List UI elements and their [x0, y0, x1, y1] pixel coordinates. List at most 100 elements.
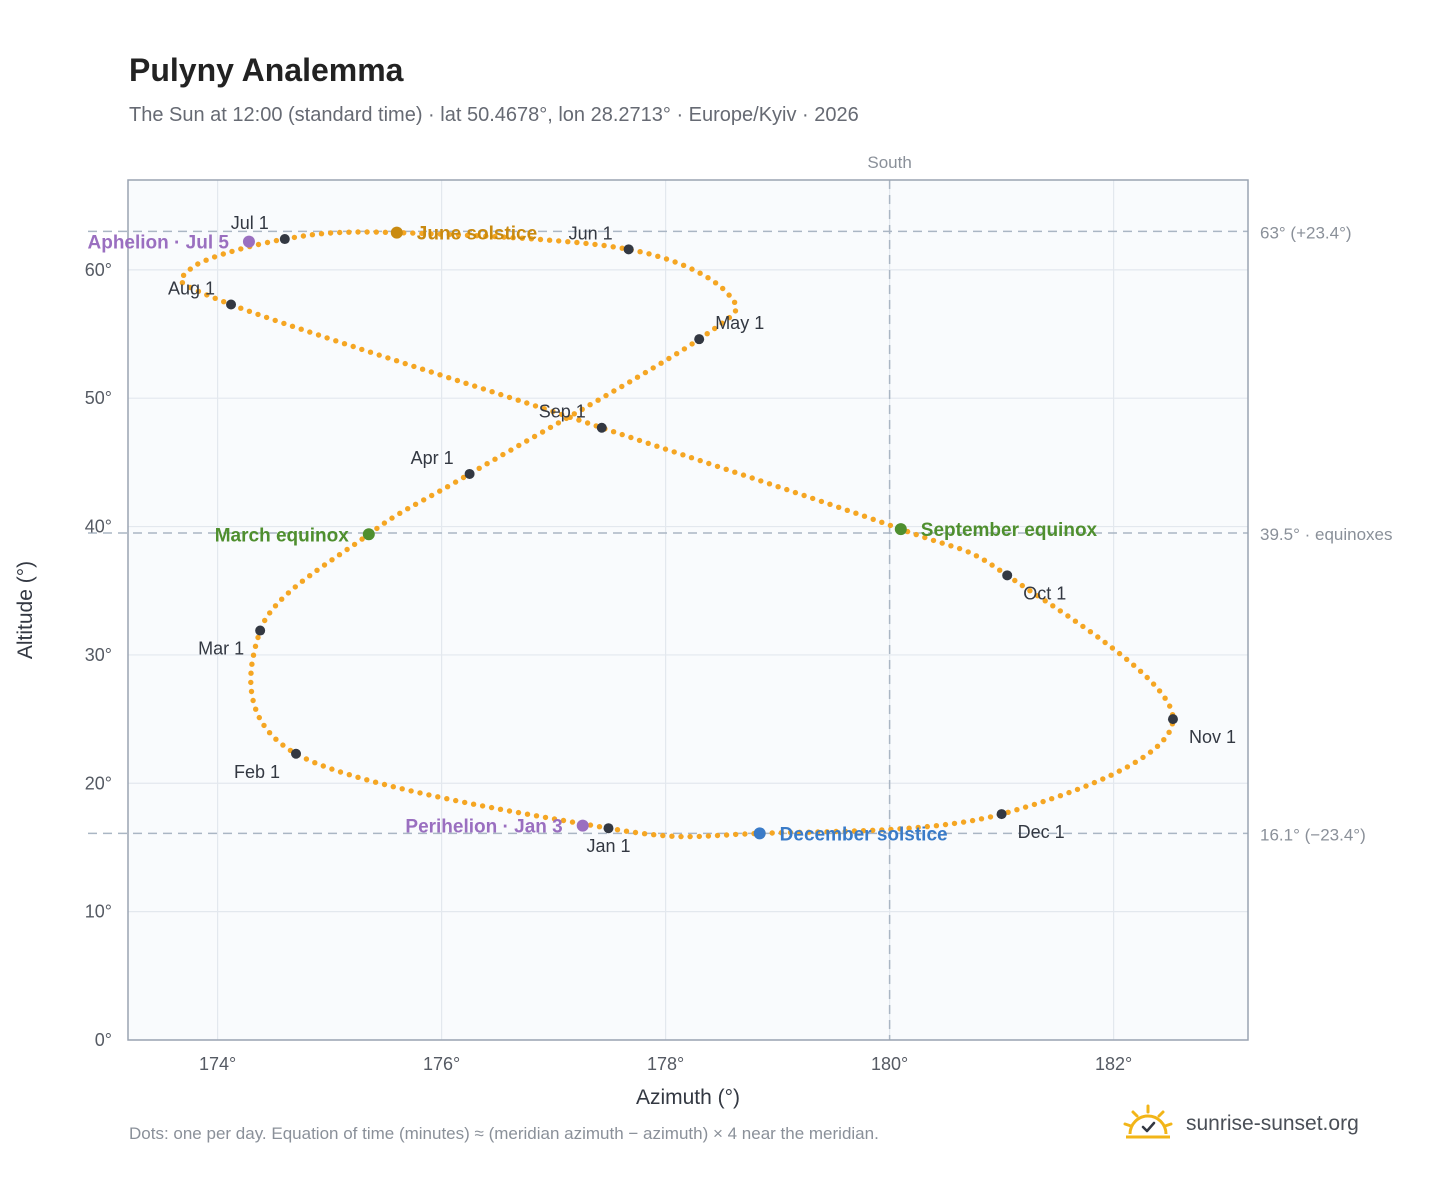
daily-sun-dot	[603, 392, 609, 399]
daily-sun-dot	[261, 722, 267, 729]
daily-sun-dot	[393, 358, 400, 364]
daily-sun-dot	[595, 397, 601, 403]
daily-sun-dot	[359, 346, 365, 353]
event-label: December solstice	[780, 824, 948, 845]
daily-sun-dot	[405, 506, 411, 512]
daily-sun-dot	[1019, 582, 1025, 589]
daily-sun-dot	[519, 235, 525, 241]
daily-sun-dot	[320, 763, 326, 769]
daily-sun-dot	[546, 237, 553, 243]
daily-sun-dot	[1156, 688, 1163, 694]
daily-sun-dot	[315, 332, 322, 338]
daily-sun-dot	[696, 833, 702, 840]
daily-sun-dot	[374, 525, 380, 532]
daily-sun-dot	[344, 546, 350, 553]
daily-sun-dot	[351, 541, 358, 548]
daily-sun-dot	[571, 411, 577, 417]
daily-sun-dot	[506, 808, 513, 814]
daily-sun-dot	[249, 661, 255, 667]
event-label: Perihelion · Jan 3	[405, 817, 562, 838]
daily-sun-dot	[681, 346, 688, 352]
daily-sun-dot	[897, 826, 903, 832]
daily-sun-dot	[879, 519, 885, 525]
daily-sun-dot	[492, 456, 498, 462]
daily-sun-dot	[576, 417, 582, 423]
daily-sun-dot	[705, 275, 711, 281]
daily-sun-dot	[1161, 737, 1167, 743]
daily-sun-dot	[515, 397, 521, 403]
daily-sun-dot	[939, 540, 945, 546]
daily-sun-dot	[663, 256, 670, 262]
daily-sun-dot	[346, 229, 352, 235]
daily-sun-dot	[569, 819, 576, 825]
event-marker	[894, 523, 907, 536]
daily-sun-dot	[444, 484, 451, 490]
daily-sun-dot	[948, 543, 954, 549]
daily-sun-dot	[1132, 759, 1139, 765]
x-axis-label: Azimuth (°)	[636, 1086, 740, 1109]
daily-sun-dot	[558, 411, 565, 418]
daily-sun-dot	[669, 833, 675, 839]
daily-sun-dot	[997, 567, 1003, 573]
daily-sun-dot	[689, 266, 695, 272]
daily-sun-dot	[1074, 786, 1081, 793]
daily-sun-dot	[732, 308, 739, 314]
daily-sun-dot	[978, 816, 985, 822]
daily-sun-dot	[731, 299, 738, 305]
daily-sun-dot	[476, 465, 482, 471]
daily-sun-dot	[628, 434, 634, 441]
daily-sun-dot	[778, 830, 785, 836]
daily-sun-dot	[705, 833, 712, 839]
x-tick-label: 176°	[423, 1054, 460, 1074]
daily-sun-dot	[542, 814, 549, 821]
daily-sun-dot	[827, 501, 833, 507]
daily-sun-dot	[539, 429, 546, 435]
daily-sun-dot	[806, 829, 812, 835]
daily-sun-dot	[815, 829, 821, 835]
daily-sun-dot	[906, 825, 912, 831]
daily-sun-dot	[298, 326, 304, 332]
daily-sun-dot	[381, 781, 388, 788]
daily-sun-dot	[510, 235, 516, 241]
daily-sun-dot	[1102, 639, 1108, 646]
daily-sun-dot	[381, 520, 388, 526]
daily-sun-dot	[810, 495, 816, 502]
month-label: Feb 1	[234, 762, 280, 782]
daily-sun-dot	[324, 335, 330, 341]
daily-sun-dot	[933, 823, 940, 829]
altitude-reference-label: 16.1° (−23.4°)	[1260, 825, 1366, 844]
daily-sun-dot	[574, 239, 580, 246]
daily-sun-dot	[689, 341, 695, 347]
daily-sun-dot	[524, 400, 530, 406]
daily-sun-dot	[252, 643, 259, 649]
daily-sun-dot	[740, 472, 747, 478]
daily-sun-dot	[1083, 783, 1089, 789]
month-marker	[694, 334, 705, 345]
daily-sun-dot	[470, 801, 477, 807]
daily-sun-dot	[248, 688, 255, 695]
daily-sun-dot	[627, 379, 633, 385]
daily-sun-dot	[435, 794, 441, 800]
sun-logo-icon	[1123, 1104, 1173, 1139]
month-label: Jun 1	[569, 223, 613, 243]
x-tick-label: 182°	[1095, 1054, 1132, 1074]
daily-sun-dot	[524, 811, 531, 817]
daily-sun-dot	[376, 352, 382, 358]
daily-sun-dot	[364, 229, 370, 235]
daily-sun-dot	[446, 231, 452, 238]
daily-sun-dot	[238, 305, 244, 311]
event-label: Aphelion · Jul 5	[88, 233, 230, 254]
daily-sun-dot	[555, 420, 562, 426]
daily-sun-dot	[179, 280, 186, 286]
brand-link[interactable]: sunrise-sunset.org	[1122, 1104, 1359, 1144]
daily-sun-dot	[327, 230, 334, 236]
daily-sun-dot	[842, 828, 848, 834]
month-label: Apr 1	[411, 448, 454, 468]
daily-sun-dot	[1066, 789, 1072, 796]
daily-sun-dot	[1057, 793, 1064, 799]
daily-sun-dot	[533, 813, 540, 819]
daily-sun-dot	[455, 232, 462, 238]
month-label: Aug 1	[168, 279, 215, 299]
daily-sun-dot	[337, 769, 344, 775]
daily-sun-dot	[187, 284, 193, 291]
